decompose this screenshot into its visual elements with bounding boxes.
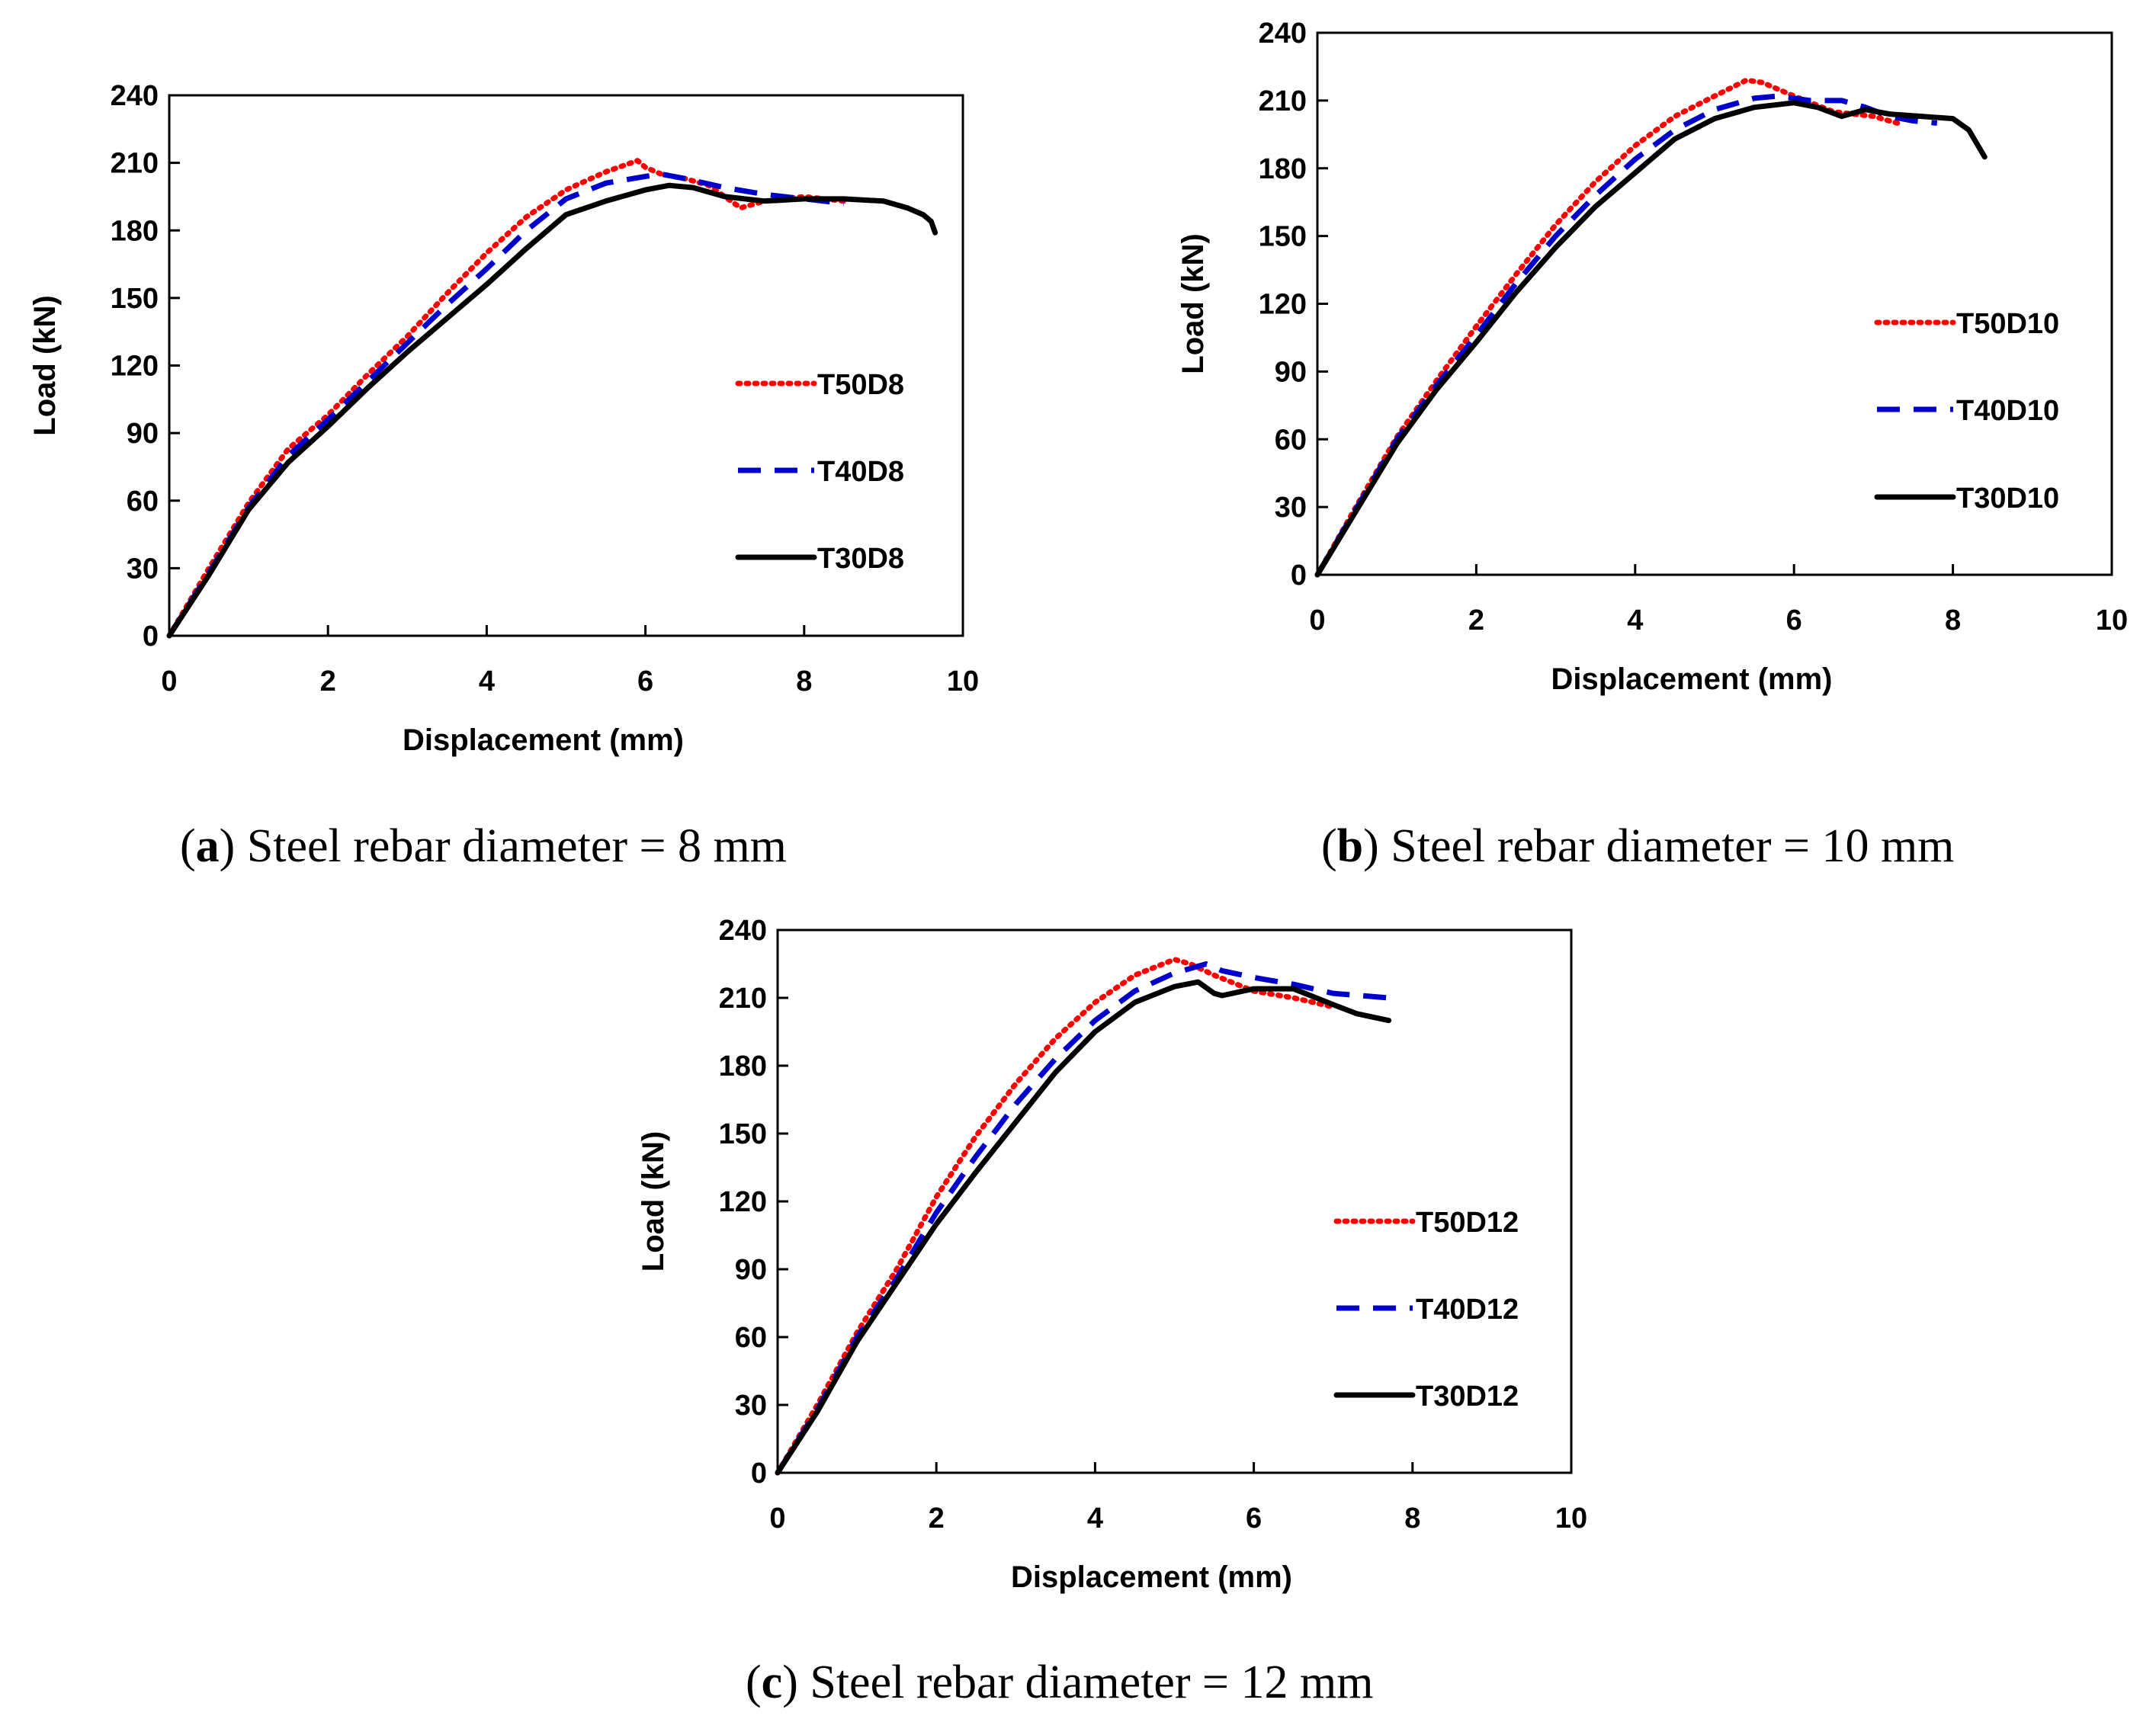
y-tick-label: 90 (127, 418, 159, 450)
x-tick-label: 8 (1945, 605, 1961, 637)
x-tick-label: 0 (769, 1503, 785, 1535)
x-tick-label: 6 (1786, 605, 1802, 637)
x-tick-label: 2 (320, 665, 336, 698)
legend-label-T40D8: T40D8 (817, 456, 904, 488)
x-tick-label: 10 (947, 665, 979, 698)
x-tick-label: 4 (1627, 605, 1643, 637)
y-tick-label: 60 (127, 486, 159, 518)
x-tick-label: 0 (1309, 605, 1325, 637)
x-tick-label: 8 (1404, 1503, 1420, 1535)
series-line-T50D12 (775, 957, 1336, 1476)
y-tick-label: 90 (1275, 356, 1307, 388)
legend-label-T30D12: T30D12 (1416, 1381, 1519, 1413)
y-axis-label: Load (kN) (28, 295, 62, 435)
y-axis-label: Load (kN) (637, 1131, 670, 1272)
y-tick-label: 0 (751, 1458, 767, 1490)
y-tick-label: 180 (111, 215, 159, 247)
y-axis-label: Load (kN) (1176, 233, 1210, 374)
x-tick-label: 6 (637, 665, 653, 698)
y-tick-label: 150 (719, 1118, 767, 1150)
y-tick-label: 150 (111, 283, 159, 315)
x-axis-label: Displacement (mm) (403, 723, 684, 757)
caption-a: (a) Steel rebar diameter = 8 mm (180, 820, 787, 872)
x-tick-label: 10 (1555, 1503, 1587, 1535)
legend-label-T50D8: T50D8 (817, 369, 904, 401)
y-tick-label: 120 (1259, 289, 1307, 321)
series-line-T40D10 (1314, 93, 1938, 576)
legend-label-T40D10: T40D10 (1956, 395, 2059, 427)
y-tick-label: 0 (143, 621, 159, 653)
y-tick-label: 30 (127, 553, 159, 585)
caption-c-letter: c (761, 1656, 783, 1708)
caption-b-letter: b (1336, 820, 1364, 872)
y-tick-label: 210 (111, 148, 159, 180)
x-tick-label: 4 (1087, 1503, 1103, 1535)
x-tick-label: 10 (2096, 605, 2128, 637)
chart-panel-b: 0 30 60 90 120 150 180 210 240 0 2 4 6 8 10 Displacemen… (1176, 18, 2128, 696)
series-line-T50D10 (1314, 77, 1901, 578)
caption-b: (b) Steel rebar diameter = 10 mm (1321, 820, 1955, 872)
x-tick-label: 6 (1246, 1503, 1262, 1535)
series-line-T30D8 (166, 182, 938, 639)
caption-a-letter: a (195, 820, 220, 872)
y-tick-label: 180 (719, 1050, 767, 1082)
series-line-T30D10 (1314, 100, 1988, 578)
legend-label-T40D12: T40D12 (1416, 1294, 1519, 1326)
chart-panel-a: 0 30 60 90 120 150 180 210 240 0 2 4 6 8 10 Displacemen… (28, 80, 979, 757)
y-tick-label: 240 (111, 80, 159, 112)
x-tick-label: 4 (479, 665, 495, 698)
legend-label-T50D12: T50D12 (1416, 1207, 1519, 1239)
legend-label-T30D8: T30D8 (817, 543, 904, 575)
y-tick-label: 120 (719, 1186, 767, 1218)
y-tick-label: 240 (1259, 18, 1307, 50)
series-line-T40D8 (167, 171, 845, 637)
caption-b-text: Steel rebar diameter = 10 mm (1391, 820, 1955, 872)
y-tick-label: 60 (1275, 424, 1307, 456)
chart-panel-c: 0 30 60 90 120 150 180 210 240 0 2 4 6 8 10 Displacemen… (637, 915, 1587, 1594)
y-tick-label: 60 (735, 1322, 767, 1354)
y-tick-label: 240 (719, 915, 767, 947)
y-tick-label: 0 (1291, 560, 1307, 592)
series-line-T30D12 (775, 979, 1392, 1476)
y-tick-label: 210 (719, 983, 767, 1015)
x-tick-label: 2 (1468, 605, 1484, 637)
y-tick-label: 180 (1259, 153, 1307, 185)
x-axis-label: Displacement (mm) (1011, 1560, 1292, 1594)
y-tick-label: 210 (1259, 85, 1307, 117)
caption-c-text: Steel rebar diameter = 12 mm (810, 1656, 1374, 1708)
x-tick-label: 2 (929, 1503, 945, 1535)
caption-a-text: Steel rebar diameter = 8 mm (246, 820, 787, 872)
y-tick-label: 30 (1275, 492, 1307, 524)
legend-label-T50D10: T50D10 (1956, 308, 2059, 340)
x-tick-label: 0 (161, 665, 177, 698)
x-tick-label: 8 (796, 665, 812, 698)
y-tick-label: 120 (111, 351, 159, 383)
x-axis-label: Displacement (mm) (1551, 662, 1833, 696)
y-tick-label: 30 (735, 1390, 767, 1422)
caption-c: (c) Steel rebar diameter = 12 mm (746, 1656, 1374, 1708)
y-tick-label: 150 (1259, 221, 1307, 253)
series-line-T50D8 (166, 158, 847, 639)
legend-label-T30D10: T30D10 (1956, 483, 2059, 515)
y-tick-label: 90 (735, 1254, 767, 1286)
